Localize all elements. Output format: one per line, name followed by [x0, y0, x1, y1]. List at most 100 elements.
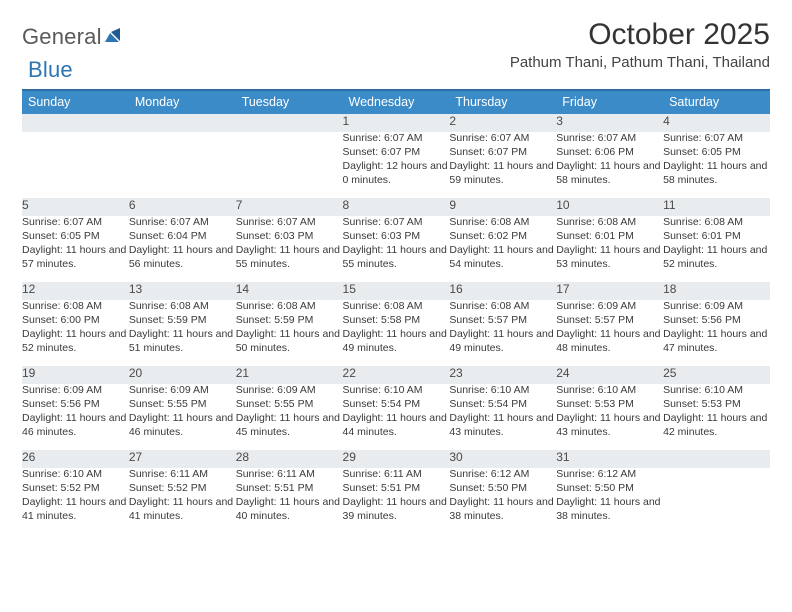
- sunset-line: Sunset: 5:52 PM: [22, 482, 129, 496]
- daynum-row: 19202122232425: [22, 366, 770, 384]
- sunset-line: Sunset: 5:58 PM: [343, 314, 450, 328]
- daylight-line: Daylight: 11 hours and 42 minutes.: [663, 412, 770, 440]
- day-number-cell: 19: [22, 366, 129, 384]
- sunset-line: Sunset: 5:57 PM: [556, 314, 663, 328]
- daylight-line: Daylight: 11 hours and 59 minutes.: [449, 160, 556, 188]
- sunset-line: Sunset: 6:03 PM: [343, 230, 450, 244]
- daylight-line: Daylight: 11 hours and 52 minutes.: [663, 244, 770, 272]
- day-detail-cell: Sunrise: 6:07 AMSunset: 6:06 PMDaylight:…: [556, 132, 663, 198]
- dayname: Tuesday: [236, 90, 343, 114]
- day-number-cell: 23: [449, 366, 556, 384]
- day-detail-cell: Sunrise: 6:09 AMSunset: 5:56 PMDaylight:…: [663, 300, 770, 366]
- sunset-line: Sunset: 5:57 PM: [449, 314, 556, 328]
- sunset-line: Sunset: 5:52 PM: [129, 482, 236, 496]
- sunrise-line: Sunrise: 6:08 AM: [236, 300, 343, 314]
- daynum-row: 1234: [22, 114, 770, 132]
- day-detail-cell: [129, 132, 236, 198]
- dayname: Friday: [556, 90, 663, 114]
- sunrise-line: Sunrise: 6:08 AM: [449, 216, 556, 230]
- day-number-cell: 22: [343, 366, 450, 384]
- day-number-cell: 28: [236, 450, 343, 468]
- dayname: Saturday: [663, 90, 770, 114]
- sunset-line: Sunset: 5:54 PM: [449, 398, 556, 412]
- title-block: October 2025 Pathum Thani, Pathum Thani,…: [510, 18, 770, 71]
- day-detail-cell: Sunrise: 6:07 AMSunset: 6:04 PMDaylight:…: [129, 216, 236, 282]
- calendar-table: Sunday Monday Tuesday Wednesday Thursday…: [22, 89, 770, 534]
- sunrise-line: Sunrise: 6:07 AM: [22, 216, 129, 230]
- sunrise-line: Sunrise: 6:09 AM: [236, 384, 343, 398]
- day-number-cell: 2: [449, 114, 556, 132]
- day-number-cell: [129, 114, 236, 132]
- sunrise-line: Sunrise: 6:10 AM: [343, 384, 450, 398]
- sunset-line: Sunset: 6:03 PM: [236, 230, 343, 244]
- daylight-line: Daylight: 11 hours and 41 minutes.: [129, 496, 236, 524]
- day-number-cell: 8: [343, 198, 450, 216]
- dayname: Thursday: [449, 90, 556, 114]
- sunrise-line: Sunrise: 6:07 AM: [556, 132, 663, 146]
- sunrise-line: Sunrise: 6:07 AM: [343, 132, 450, 146]
- sunset-line: Sunset: 5:53 PM: [556, 398, 663, 412]
- day-number-cell: [663, 450, 770, 468]
- day-detail-cell: Sunrise: 6:12 AMSunset: 5:50 PMDaylight:…: [556, 468, 663, 534]
- sunset-line: Sunset: 6:07 PM: [343, 146, 450, 160]
- daylight-line: Daylight: 11 hours and 51 minutes.: [129, 328, 236, 356]
- daylight-line: Daylight: 11 hours and 49 minutes.: [449, 328, 556, 356]
- day-number-cell: 5: [22, 198, 129, 216]
- sunset-line: Sunset: 6:04 PM: [129, 230, 236, 244]
- day-detail-cell: [236, 132, 343, 198]
- dayname-row: Sunday Monday Tuesday Wednesday Thursday…: [22, 90, 770, 114]
- day-number-cell: 16: [449, 282, 556, 300]
- detail-row: Sunrise: 6:10 AMSunset: 5:52 PMDaylight:…: [22, 468, 770, 534]
- daylight-line: Daylight: 11 hours and 58 minutes.: [663, 160, 770, 188]
- day-number-cell: 15: [343, 282, 450, 300]
- daylight-line: Daylight: 11 hours and 43 minutes.: [556, 412, 663, 440]
- day-detail-cell: Sunrise: 6:09 AMSunset: 5:56 PMDaylight:…: [22, 384, 129, 450]
- day-number-cell: 30: [449, 450, 556, 468]
- sunset-line: Sunset: 6:01 PM: [663, 230, 770, 244]
- day-number-cell: 3: [556, 114, 663, 132]
- sunset-line: Sunset: 5:56 PM: [22, 398, 129, 412]
- day-detail-cell: [663, 468, 770, 534]
- daylight-line: Daylight: 11 hours and 58 minutes.: [556, 160, 663, 188]
- day-number-cell: 18: [663, 282, 770, 300]
- day-detail-cell: Sunrise: 6:12 AMSunset: 5:50 PMDaylight:…: [449, 468, 556, 534]
- dayname: Monday: [129, 90, 236, 114]
- sunset-line: Sunset: 6:06 PM: [556, 146, 663, 160]
- sunset-line: Sunset: 5:53 PM: [663, 398, 770, 412]
- day-detail-cell: Sunrise: 6:08 AMSunset: 6:00 PMDaylight:…: [22, 300, 129, 366]
- day-number-cell: [22, 114, 129, 132]
- daylight-line: Daylight: 11 hours and 41 minutes.: [22, 496, 129, 524]
- day-number-cell: 21: [236, 366, 343, 384]
- day-number-cell: 20: [129, 366, 236, 384]
- sunrise-line: Sunrise: 6:08 AM: [129, 300, 236, 314]
- daylight-line: Daylight: 11 hours and 38 minutes.: [449, 496, 556, 524]
- sunrise-line: Sunrise: 6:10 AM: [449, 384, 556, 398]
- sunrise-line: Sunrise: 6:07 AM: [236, 216, 343, 230]
- day-detail-cell: Sunrise: 6:11 AMSunset: 5:51 PMDaylight:…: [343, 468, 450, 534]
- daylight-line: Daylight: 11 hours and 46 minutes.: [22, 412, 129, 440]
- day-detail-cell: Sunrise: 6:08 AMSunset: 5:58 PMDaylight:…: [343, 300, 450, 366]
- sunrise-line: Sunrise: 6:08 AM: [449, 300, 556, 314]
- day-detail-cell: Sunrise: 6:07 AMSunset: 6:03 PMDaylight:…: [343, 216, 450, 282]
- sunset-line: Sunset: 5:56 PM: [663, 314, 770, 328]
- sunrise-line: Sunrise: 6:07 AM: [129, 216, 236, 230]
- day-detail-cell: Sunrise: 6:09 AMSunset: 5:57 PMDaylight:…: [556, 300, 663, 366]
- sunrise-line: Sunrise: 6:08 AM: [22, 300, 129, 314]
- daylight-line: Daylight: 11 hours and 45 minutes.: [236, 412, 343, 440]
- flag-icon: [105, 26, 127, 49]
- day-number-cell: 25: [663, 366, 770, 384]
- sunset-line: Sunset: 5:50 PM: [556, 482, 663, 496]
- sunset-line: Sunset: 5:51 PM: [343, 482, 450, 496]
- daylight-line: Daylight: 11 hours and 50 minutes.: [236, 328, 343, 356]
- day-detail-cell: Sunrise: 6:08 AMSunset: 6:01 PMDaylight:…: [663, 216, 770, 282]
- detail-row: Sunrise: 6:09 AMSunset: 5:56 PMDaylight:…: [22, 384, 770, 450]
- sunset-line: Sunset: 5:54 PM: [343, 398, 450, 412]
- day-number-cell: 26: [22, 450, 129, 468]
- sunrise-line: Sunrise: 6:07 AM: [663, 132, 770, 146]
- day-detail-cell: Sunrise: 6:07 AMSunset: 6:03 PMDaylight:…: [236, 216, 343, 282]
- logo-word1: General: [22, 24, 102, 50]
- day-number-cell: [236, 114, 343, 132]
- dayname: Sunday: [22, 90, 129, 114]
- sunrise-line: Sunrise: 6:08 AM: [663, 216, 770, 230]
- sunrise-line: Sunrise: 6:12 AM: [449, 468, 556, 482]
